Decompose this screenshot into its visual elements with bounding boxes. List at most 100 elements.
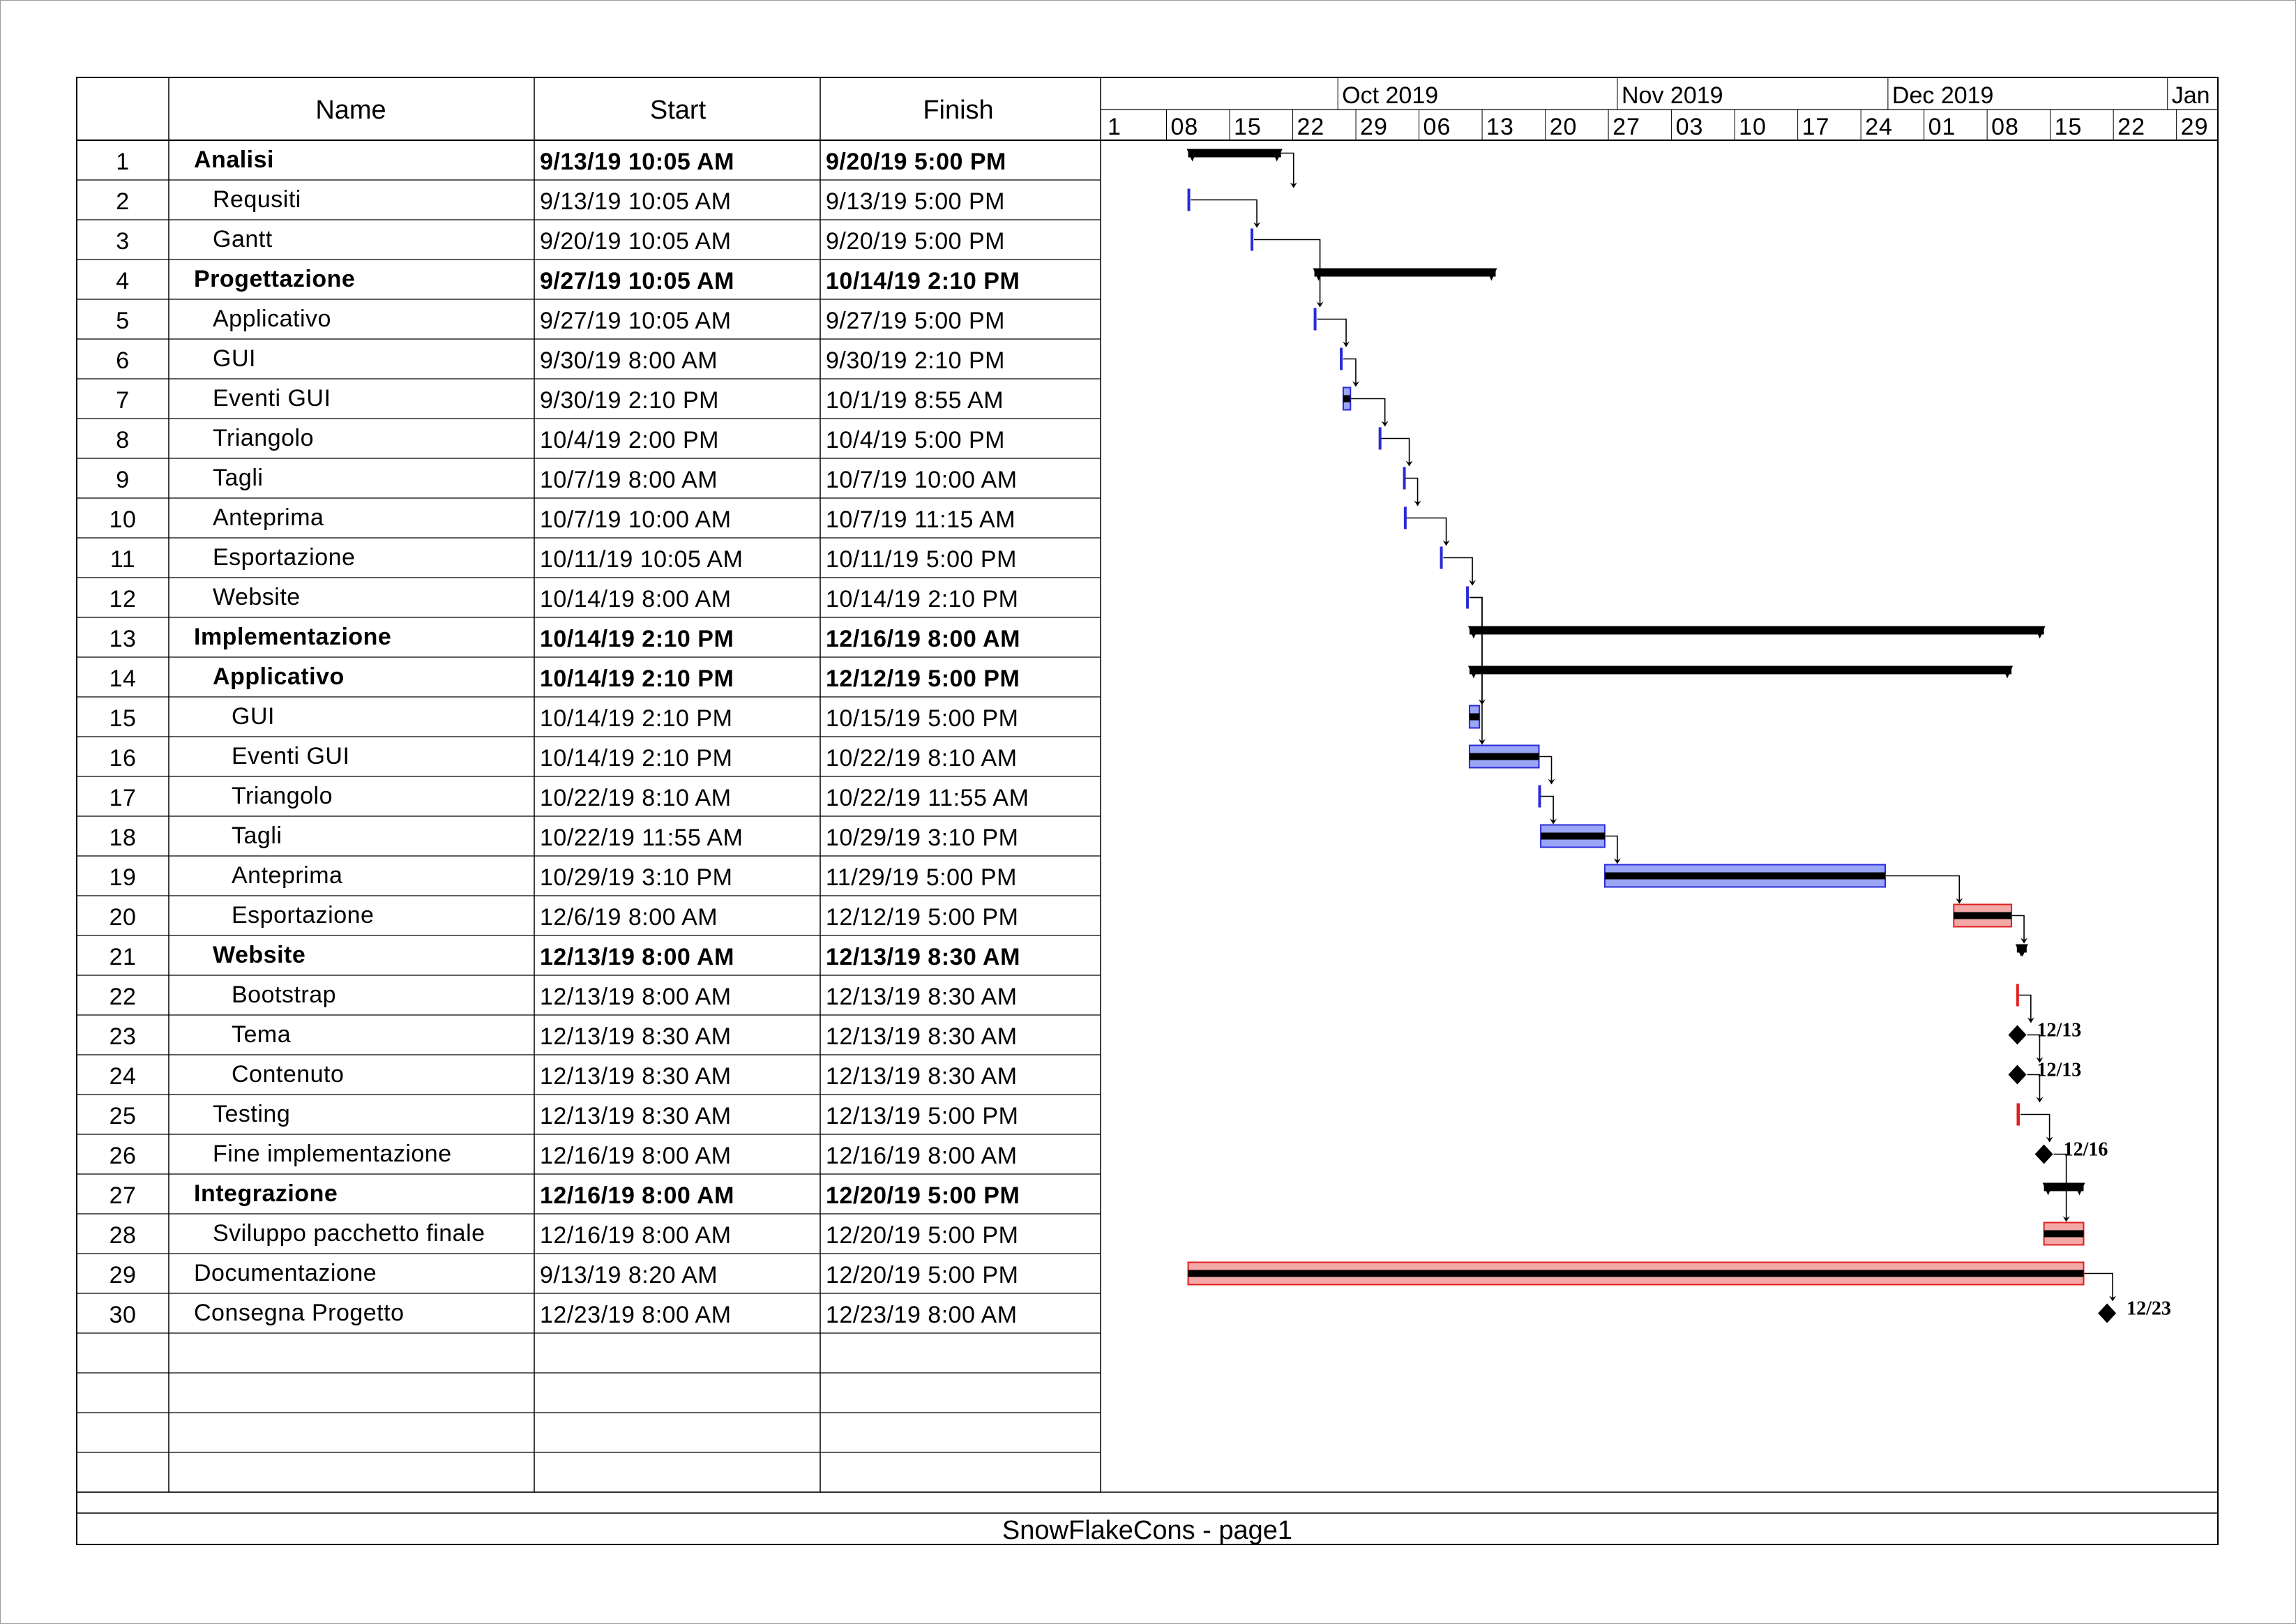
task-finish: 10/11/19 5:00 PM <box>826 546 1017 573</box>
task-name: Esportazione <box>213 544 355 571</box>
task-finish: 10/14/19 2:10 PM <box>826 586 1018 612</box>
task-start: 9/27/19 10:05 AM <box>540 268 734 294</box>
milestone-date-label: 12/13 <box>2037 1060 2081 1081</box>
week-tick-label: 06 <box>1423 114 1451 140</box>
task-name: Bootstrap <box>232 982 336 1008</box>
week-tick-label: 27 <box>1613 114 1640 140</box>
summary-bar <box>1467 666 2014 679</box>
column-header-name: Name <box>315 96 386 125</box>
week-tick-label: 01 <box>1928 114 1956 140</box>
task-id: 30 <box>109 1302 137 1328</box>
task-start: 12/13/19 8:00 AM <box>540 984 732 1010</box>
milestone-diamond <box>2008 1025 2027 1045</box>
milestone-date-label: 12/13 <box>2037 1020 2081 1042</box>
task-finish: 10/15/19 5:00 PM <box>826 705 1018 732</box>
summary-bar-end-cap <box>2074 1182 2085 1196</box>
task-tick <box>1538 785 1541 808</box>
task-start: 12/23/19 8:00 AM <box>540 1302 732 1328</box>
dependency-arrow <box>1469 596 1486 705</box>
task-start: 12/16/19 8:00 AM <box>540 1182 734 1209</box>
dependency-arrow <box>1317 318 1350 347</box>
task-name: Applicativo <box>213 306 331 332</box>
task-start: 9/27/19 10:05 AM <box>540 308 732 334</box>
task-finish: 12/16/19 8:00 AM <box>826 626 1020 652</box>
milestone-date-label: 12/16 <box>2064 1139 2108 1161</box>
task-id: 1 <box>116 149 129 175</box>
task-id: 2 <box>116 188 129 215</box>
task-finish: 10/1/19 8:55 AM <box>826 387 1004 414</box>
task-bar <box>1468 744 1540 769</box>
task-finish: 12/12/19 5:00 PM <box>826 666 1020 692</box>
task-name: Website <box>213 942 305 968</box>
summary-bar-start-cap <box>1467 626 1479 639</box>
task-tick <box>1403 467 1406 490</box>
task-id: 18 <box>109 825 137 851</box>
milestone-diamond <box>2034 1144 2053 1164</box>
task-tick <box>1251 228 1254 251</box>
task-bar <box>1342 386 1352 411</box>
week-tick-label: 03 <box>1676 114 1704 140</box>
task-start: 10/22/19 11:55 AM <box>540 825 743 851</box>
task-tick <box>1466 586 1470 609</box>
task-id: 6 <box>116 347 129 374</box>
dependency-arrow <box>2011 915 2028 944</box>
task-id: 20 <box>109 904 137 931</box>
task-finish: 12/13/19 5:00 PM <box>826 1103 1018 1129</box>
task-start: 9/13/19 8:20 AM <box>540 1262 718 1288</box>
task-id: 24 <box>109 1063 137 1090</box>
task-start: 9/13/19 10:05 AM <box>540 188 732 215</box>
summary-bar-end-cap <box>2002 666 2014 679</box>
week-tick-label: 10 <box>1739 114 1767 140</box>
critical-task-bar <box>1187 1261 2085 1286</box>
task-finish: 12/20/19 5:00 PM <box>826 1182 1020 1209</box>
week-tick-label: 17 <box>1802 114 1830 140</box>
week-tick-label: 1 <box>1108 114 1121 140</box>
task-id: 17 <box>109 785 137 811</box>
task-name: GUI <box>232 703 275 730</box>
week-tick-label: 24 <box>1865 114 1893 140</box>
task-name: GUI <box>213 345 256 372</box>
task-id: 14 <box>109 666 137 692</box>
task-progress-line <box>1604 872 1886 880</box>
summary-bar-end-cap <box>2016 944 2028 957</box>
dependency-arrow <box>2020 1113 2053 1143</box>
task-progress-line <box>1469 713 1480 721</box>
dependency-arrow <box>1443 557 1476 586</box>
task-name: Triangolo <box>213 425 314 451</box>
dependency-arrow <box>2027 1034 2044 1063</box>
task-start: 10/14/19 2:10 PM <box>540 626 734 652</box>
month-label: Dec 2019 <box>1892 82 1994 109</box>
task-finish: 10/4/19 5:00 PM <box>826 427 1005 453</box>
week-tick-label: 22 <box>2117 114 2145 140</box>
dependency-arrow <box>2027 1074 2044 1103</box>
dependency-arrow <box>1405 517 1450 546</box>
milestone-diamond <box>2098 1303 2117 1323</box>
task-progress-line <box>1188 1270 2084 1277</box>
week-tick-label: 08 <box>1171 114 1199 140</box>
task-name: Esportazione <box>232 902 374 928</box>
task-start: 9/13/19 10:05 AM <box>540 149 734 175</box>
task-finish: 10/22/19 11:55 AM <box>826 785 1029 811</box>
dependency-links <box>1191 152 2117 1302</box>
task-bar <box>1540 824 1606 848</box>
week-tick-label: 13 <box>1486 114 1514 140</box>
dependency-arrow <box>1405 477 1421 506</box>
task-id: 25 <box>109 1103 137 1129</box>
task-finish: 12/20/19 5:00 PM <box>826 1222 1018 1249</box>
task-start: 10/14/19 2:10 PM <box>540 705 732 732</box>
column-header-finish: Finish <box>923 96 993 125</box>
task-finish: 12/20/19 5:00 PM <box>826 1262 1018 1288</box>
week-tick-label: 15 <box>1234 114 1262 140</box>
week-tick-label: 29 <box>2181 114 2209 140</box>
task-id: 9 <box>116 467 129 493</box>
task-name: Anteprima <box>213 504 324 531</box>
task-finish: 10/14/19 2:10 PM <box>826 268 1020 294</box>
task-id: 21 <box>109 944 137 970</box>
task-name: Analisi <box>194 146 274 173</box>
task-finish: 12/13/19 8:30 AM <box>826 944 1020 970</box>
summary-bar-body <box>1469 626 2044 635</box>
summary-bar-start-cap <box>1186 149 1198 162</box>
task-name: Eventi GUI <box>213 385 331 412</box>
summary-bar-end-cap <box>1486 268 1497 281</box>
task-start: 10/22/19 8:10 AM <box>540 785 732 811</box>
